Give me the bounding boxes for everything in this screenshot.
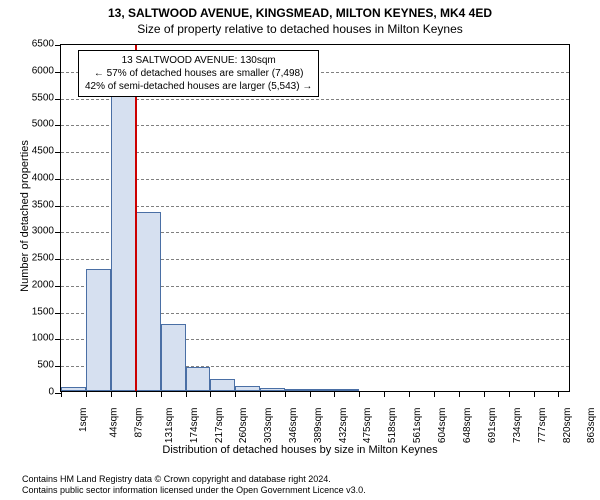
x-tick [534, 391, 535, 397]
x-tick-label: 604sqm [437, 408, 448, 444]
y-tick-label: 5000 [32, 119, 54, 130]
y-tick [55, 313, 61, 314]
histogram-bar [186, 367, 211, 391]
x-tick-label: 561sqm [412, 408, 423, 444]
y-tick-label: 500 [37, 360, 54, 371]
x-axis-label: Distribution of detached houses by size … [0, 444, 600, 456]
x-tick-label: 734sqm [512, 408, 523, 444]
y-axis-label: Number of detached properties [19, 116, 31, 316]
y-tick [55, 286, 61, 287]
x-tick [310, 391, 311, 397]
x-tick [111, 391, 112, 397]
y-tick [55, 99, 61, 100]
x-tick-label: 648sqm [462, 408, 473, 444]
histogram-bar [235, 386, 260, 391]
x-tick-label: 518sqm [387, 408, 398, 444]
x-tick [136, 391, 137, 397]
x-tick-label: 217sqm [214, 408, 225, 444]
y-tick [55, 72, 61, 73]
y-tick [55, 339, 61, 340]
footer-line-1: Contains HM Land Registry data © Crown c… [22, 474, 366, 485]
x-tick [285, 391, 286, 397]
x-tick [509, 391, 510, 397]
x-tick-label: 87sqm [133, 408, 144, 438]
histogram-bar [210, 379, 235, 391]
y-tick-label: 6500 [32, 39, 54, 50]
x-tick [334, 391, 335, 397]
x-tick [210, 391, 211, 397]
x-tick [61, 391, 62, 397]
x-tick-label: 863sqm [586, 408, 597, 444]
y-tick [55, 45, 61, 46]
x-tick [186, 391, 187, 397]
footer-line-2: Contains public sector information licen… [22, 485, 366, 496]
annotation-box: 13 SALTWOOD AVENUE: 130sqm ← 57% of deta… [78, 50, 319, 97]
x-tick-label: 691sqm [487, 408, 498, 444]
y-tick-label: 0 [48, 387, 54, 398]
y-tick-label: 5500 [32, 92, 54, 103]
x-tick-label: 346sqm [288, 408, 299, 444]
x-tick-label: 475sqm [363, 408, 374, 444]
x-tick [359, 391, 360, 397]
chart-title-sub: Size of property relative to detached ho… [0, 20, 600, 36]
histogram-bar [310, 389, 335, 391]
x-tick [558, 391, 559, 397]
x-tick-label: 432sqm [338, 408, 349, 444]
x-tick-label: 820sqm [562, 408, 573, 444]
y-tick [55, 206, 61, 207]
x-tick [260, 391, 261, 397]
x-tick [459, 391, 460, 397]
histogram-bar [334, 389, 359, 391]
histogram-bar [136, 212, 161, 391]
x-tick-label: 44sqm [108, 408, 119, 438]
x-tick [484, 391, 485, 397]
y-tick-label: 6000 [32, 65, 54, 76]
histogram-bar [61, 387, 86, 391]
y-tick [55, 259, 61, 260]
annotation-line-2: ← 57% of detached houses are smaller (7,… [85, 67, 312, 80]
x-tick-label: 131sqm [164, 408, 175, 444]
x-tick-label: 389sqm [313, 408, 324, 444]
histogram-bar [161, 324, 186, 391]
y-tick-label: 2500 [32, 253, 54, 264]
x-tick-label: 174sqm [189, 408, 200, 444]
x-tick [409, 391, 410, 397]
y-tick-label: 4500 [32, 146, 54, 157]
y-tick-label: 4000 [32, 172, 54, 183]
y-tick-label: 1000 [32, 333, 54, 344]
x-tick-label: 1sqm [78, 408, 89, 432]
y-tick-label: 3000 [32, 226, 54, 237]
annotation-line-3: 42% of semi-detached houses are larger (… [85, 80, 312, 93]
chart-title-main: 13, SALTWOOD AVENUE, KINGSMEAD, MILTON K… [0, 0, 600, 20]
x-tick [384, 391, 385, 397]
histogram-bar [285, 389, 310, 391]
y-tick [55, 366, 61, 367]
y-tick-label: 2000 [32, 279, 54, 290]
y-tick [55, 232, 61, 233]
y-tick [55, 179, 61, 180]
histogram-bar [111, 94, 136, 391]
x-tick [86, 391, 87, 397]
footer-attribution: Contains HM Land Registry data © Crown c… [22, 474, 366, 497]
x-tick [434, 391, 435, 397]
x-tick-label: 303sqm [263, 408, 274, 444]
x-tick [235, 391, 236, 397]
annotation-line-1: 13 SALTWOOD AVENUE: 130sqm [85, 54, 312, 67]
y-tick [55, 125, 61, 126]
x-tick [161, 391, 162, 397]
x-tick-label: 777sqm [537, 408, 548, 444]
y-tick-label: 1500 [32, 306, 54, 317]
histogram-bar [260, 388, 285, 391]
histogram-bar [86, 269, 111, 391]
y-tick-label: 3500 [32, 199, 54, 210]
x-tick-label: 260sqm [239, 408, 250, 444]
y-tick [55, 152, 61, 153]
